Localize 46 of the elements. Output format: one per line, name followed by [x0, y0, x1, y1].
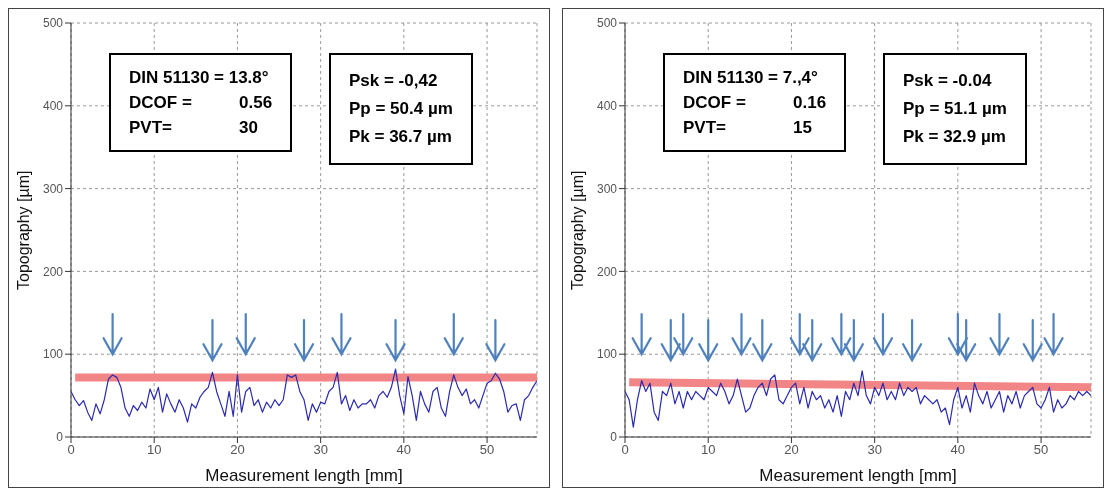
x-axis-title: Measurement length [mm]	[205, 466, 403, 485]
annotation: Psk = -0,42	[349, 70, 439, 92]
annotation: Psk = -0.04	[903, 70, 993, 92]
x-tick-label: 50	[1033, 442, 1049, 458]
y-tick-label: 100	[596, 347, 618, 362]
y-tick-label: 200	[596, 264, 618, 279]
y-axis-title: Topography [µm]	[14, 170, 32, 290]
x-tick-label: 20	[784, 442, 799, 458]
x-tick-label: 10	[146, 442, 162, 458]
annotation: Pk = 36.7 µm	[349, 126, 453, 148]
line-series	[625, 370, 1091, 428]
annotation: 15	[793, 117, 812, 139]
annotation: Pk = 32.9 µm	[903, 126, 1007, 148]
x-tick-label: 40	[396, 442, 412, 458]
annotation: 0.16	[793, 92, 827, 114]
x-tick-label: 10	[700, 442, 716, 458]
y-tick-label: 100	[42, 347, 64, 362]
line-series	[71, 368, 537, 423]
annotation: 0.56	[239, 92, 273, 114]
annotation: DCOF =	[683, 92, 747, 114]
x-tick-label: 20	[230, 442, 245, 458]
annotation: DIN 51130 = 7.,4°	[683, 67, 819, 89]
x-tick-label: 0	[67, 442, 75, 458]
y-tick-label: 500	[42, 16, 64, 31]
x-axis-title: Measurement length [mm]	[759, 466, 957, 485]
x-tick-label: 30	[313, 442, 328, 458]
x-tick-label: 40	[950, 442, 966, 458]
annotation: DIN 51130 = 13.8°	[129, 67, 270, 89]
y-tick-label: 200	[42, 264, 64, 279]
y-tick-label: 400	[42, 99, 64, 114]
annotation: PVT=	[683, 117, 727, 139]
y-tick-label: 400	[596, 99, 618, 114]
annotation: PVT=	[129, 117, 173, 139]
y-tick-label: 0	[610, 430, 618, 445]
annotation: Pp = 51.1 µm	[903, 98, 1007, 120]
annotation: 30	[239, 117, 258, 139]
y-tick-label: 300	[42, 181, 64, 196]
x-tick-label: 30	[867, 442, 882, 458]
y-tick-label: 300	[596, 181, 618, 196]
y-tick-label: 0	[56, 430, 64, 445]
x-tick-label: 50	[479, 442, 495, 458]
annotation: Pp = 50.4 µm	[349, 98, 453, 120]
y-tick-label: 500	[596, 16, 618, 31]
y-axis-title: Topography [µm]	[568, 170, 586, 290]
annotation: DCOF =	[129, 92, 193, 114]
x-tick-label: 0	[621, 442, 629, 458]
